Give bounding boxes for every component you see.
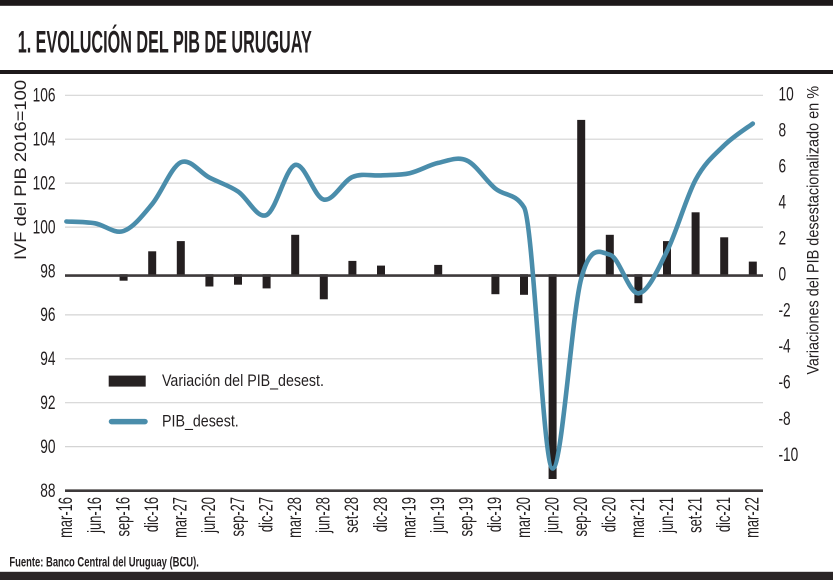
svg-text:102: 102 bbox=[33, 172, 56, 194]
svg-text:mar-28: mar-28 bbox=[285, 497, 306, 538]
svg-text:1. EVOLUCIÓN DEL PIB DE URUGUA: 1. EVOLUCIÓN DEL PIB DE URUGUAY bbox=[18, 22, 312, 60]
svg-text:10: 10 bbox=[779, 83, 794, 105]
svg-text:8: 8 bbox=[779, 119, 787, 141]
svg-text:PIB_desest.: PIB_desest. bbox=[162, 412, 239, 430]
svg-text:IVF del PIB 2016=100: IVF del PIB 2016=100 bbox=[11, 80, 30, 260]
svg-text:jun-20: jun-20 bbox=[542, 497, 563, 534]
svg-text:set-21: set-21 bbox=[685, 497, 706, 533]
svg-text:jun-20: jun-20 bbox=[199, 497, 220, 534]
svg-text:90: 90 bbox=[40, 436, 55, 458]
svg-text:98: 98 bbox=[40, 260, 55, 282]
svg-text:Fuente: Banco Central del Urug: Fuente: Banco Central del Uruguay (BCU). bbox=[9, 555, 198, 570]
svg-text:dic-20: dic-20 bbox=[599, 497, 620, 532]
svg-text:Variaciones del PIB desestacio: Variaciones del PIB desestacionalizado e… bbox=[805, 86, 823, 375]
svg-text:dic-28: dic-28 bbox=[370, 497, 391, 532]
svg-text:mar-16: mar-16 bbox=[56, 497, 77, 538]
svg-text:dic-19: dic-19 bbox=[485, 497, 506, 532]
svg-text:jun-16: jun-16 bbox=[84, 497, 105, 534]
svg-text:dic-27: dic-27 bbox=[256, 497, 277, 532]
svg-text:sep-16: sep-16 bbox=[113, 497, 134, 536]
svg-text:jun-19: jun-19 bbox=[428, 497, 449, 534]
svg-text:mar-19: mar-19 bbox=[399, 497, 420, 538]
svg-text:sep-27: sep-27 bbox=[227, 497, 248, 536]
svg-text:dic-16: dic-16 bbox=[142, 497, 163, 532]
svg-text:4: 4 bbox=[779, 191, 787, 213]
svg-text:-4: -4 bbox=[779, 335, 791, 357]
svg-text:dic-21: dic-21 bbox=[714, 497, 735, 532]
svg-text:2: 2 bbox=[779, 227, 787, 249]
svg-text:6: 6 bbox=[779, 155, 787, 177]
svg-text:jun-21: jun-21 bbox=[656, 497, 677, 534]
svg-text:-10: -10 bbox=[779, 444, 799, 466]
svg-text:mar-21: mar-21 bbox=[628, 497, 649, 538]
svg-text:mar-22: mar-22 bbox=[742, 497, 763, 538]
svg-text:-6: -6 bbox=[779, 371, 791, 393]
svg-text:set-28: set-28 bbox=[342, 497, 363, 533]
svg-text:92: 92 bbox=[40, 392, 55, 414]
svg-text:-8: -8 bbox=[779, 408, 791, 430]
svg-text:sep-20: sep-20 bbox=[571, 497, 592, 536]
svg-text:96: 96 bbox=[40, 304, 55, 326]
svg-text:88: 88 bbox=[40, 480, 55, 502]
svg-text:0: 0 bbox=[779, 263, 787, 285]
svg-text:94: 94 bbox=[40, 348, 55, 370]
svg-text:sep-19: sep-19 bbox=[456, 497, 477, 536]
svg-text:-2: -2 bbox=[779, 299, 791, 321]
svg-text:Variación del PIB_desest.: Variación del PIB_desest. bbox=[162, 372, 324, 390]
svg-text:106: 106 bbox=[33, 84, 56, 106]
svg-text:mar-20: mar-20 bbox=[513, 497, 534, 538]
svg-text:jun-28: jun-28 bbox=[313, 497, 334, 534]
svg-text:mar-27: mar-27 bbox=[170, 497, 191, 538]
svg-text:104: 104 bbox=[33, 128, 56, 150]
svg-text:100: 100 bbox=[33, 216, 56, 238]
